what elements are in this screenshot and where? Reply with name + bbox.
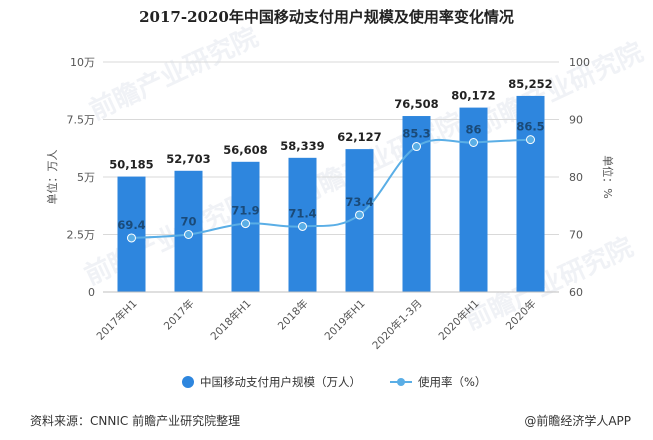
x-tick-label: 2017年H1 [94,297,140,343]
bar-value-label: 80,172 [451,89,495,103]
bar-value-label: 85,252 [508,77,552,91]
bar-series [117,95,545,292]
bar-value-label: 52,703 [166,152,210,166]
legend-line-label: 使用率（%） [418,375,486,389]
y-axis-title: 单位：万人 [45,150,59,205]
bar-value-label: 62,127 [337,130,381,144]
legend-bar-label: 中国移动支付用户规模（万人） [200,375,361,389]
y-tick-label: 10万 [70,56,95,69]
line-value-label: 71.4 [288,206,316,220]
line-point [241,219,250,229]
brand-credit: @前瞻经济学人APP [524,414,631,428]
line-series [127,135,535,243]
x-tick-label: 2018年 [275,297,311,333]
bar-value-label: 50,185 [109,158,153,172]
chart-title: 2017-2020年中国移动支付用户规模及使用率变化情况 [139,8,514,26]
line-point [412,142,421,152]
y-tick-label: 0 [88,286,95,299]
line-point [469,138,478,147]
line-value-label: 86 [465,123,481,137]
line-value-label: 73.4 [345,195,373,209]
line-point [298,221,307,231]
line-value-label: 85.3 [402,127,430,141]
x-tick-label: 2018年H1 [208,297,254,343]
usage-rate-line [131,138,531,239]
line-point [526,135,535,145]
y2-tick-label: 90 [569,114,583,127]
data-labels: 50,185 52,703 56,608 58,339 62,127 76,508 80,1… [109,77,552,232]
line-point [355,210,364,220]
bar-value-label: 58,339 [280,139,324,153]
watermark-text: 前瞻产业研究院 [85,21,263,126]
y2-axis-title: 单位：% [601,155,615,198]
line-value-label: 70 [180,215,196,229]
y2-tick-label: 60 [569,286,583,299]
bar-value-label: 56,608 [223,143,267,157]
y2-tick-label: 70 [569,229,583,242]
bar-value-label: 76,508 [394,97,438,111]
line-value-label: 69.4 [117,218,145,232]
watermark-text: 前瞻产业研究院 [470,36,648,141]
y2-tick-label: 80 [569,171,583,184]
line-value-label: 86.5 [516,120,544,134]
y2-tick-label: 100 [569,56,590,69]
y-tick-label: 2.5万 [67,229,96,242]
watermark-text: 前瞻产业研究院 [80,186,258,291]
x-tick-label: 2019年H1 [322,297,368,343]
line-value-label: 71.9 [231,204,259,218]
x-tick-label: 2017年 [161,297,197,333]
legend-line-dot [397,378,405,386]
x-tick-label: 2020年1-3月 [370,297,425,352]
line-point [184,230,193,239]
watermark-text: 前瞻产业研究院 [290,106,468,211]
y-tick-label: 7.5万 [67,114,96,127]
bar [516,95,545,292]
y-tick-label: 5万 [77,171,95,184]
legend-bar-marker [182,376,194,388]
legend: 中国移动支付用户规模（万人） 使用率（%） [182,375,486,389]
line-point [127,233,136,243]
source-note: 资料来源：CNNIC 前瞻产业研究院整理 [30,414,241,428]
